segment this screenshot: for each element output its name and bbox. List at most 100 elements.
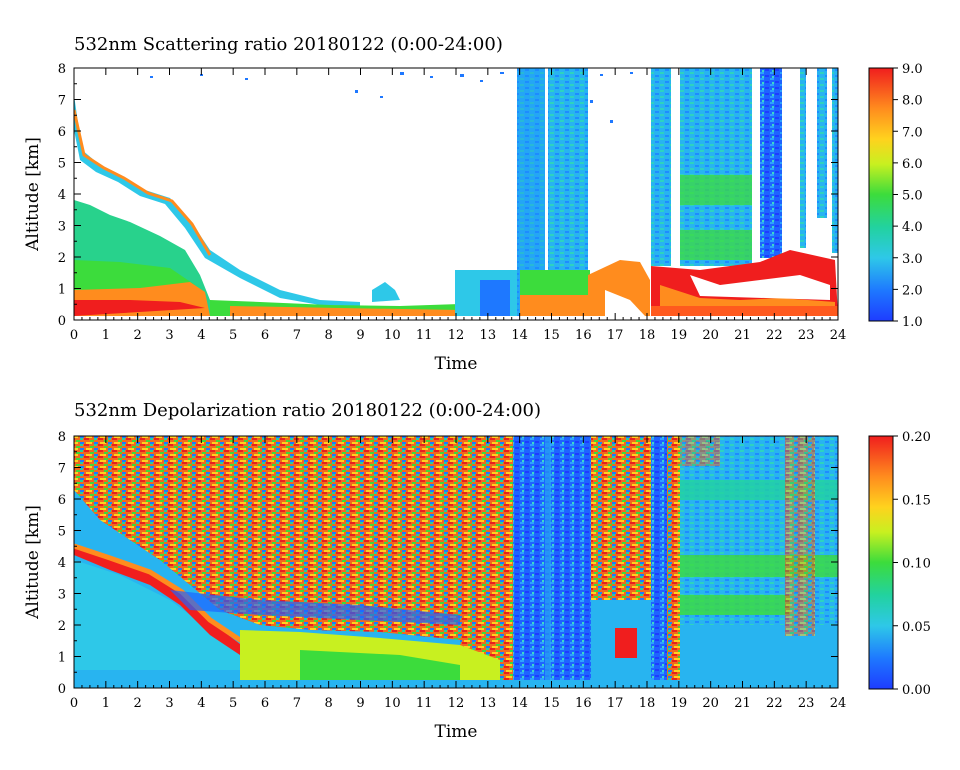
bottom-colorbar bbox=[868, 435, 894, 690]
bottom-x-tick-label: 22 bbox=[766, 696, 783, 711]
top-y-axis: 0 1 2 3 4 5 6 7 8 bbox=[58, 62, 838, 329]
top-x-tick-label: 22 bbox=[766, 328, 783, 343]
top-colorbar-tick-label: 8.0 bbox=[902, 94, 923, 109]
bottom-x-tick-label: 8 bbox=[325, 696, 333, 711]
top-y-tick-label: 1 bbox=[58, 283, 66, 298]
bottom-y-tick-label: 6 bbox=[58, 493, 66, 508]
top-colorbar-tick-label: 9.0 bbox=[902, 62, 923, 77]
top-x-tick-label: 4 bbox=[197, 328, 205, 343]
top-y-tick-label: 0 bbox=[58, 314, 66, 329]
bottom-x-tick-label: 0 bbox=[70, 696, 78, 711]
bottom-x-tick-label: 23 bbox=[798, 696, 815, 711]
bottom-x-tick-label: 3 bbox=[165, 696, 173, 711]
top-x-tick-label: 18 bbox=[639, 328, 656, 343]
bottom-y-tick-label: 0 bbox=[58, 682, 66, 697]
bottom-y-tick-label: 3 bbox=[58, 588, 66, 603]
bottom-y-tick-label: 7 bbox=[58, 462, 66, 477]
bottom-y-tick-label: 2 bbox=[58, 619, 66, 634]
top-x-tick-label: 7 bbox=[293, 328, 301, 343]
top-x-tick-label: 12 bbox=[448, 328, 465, 343]
bottom-x-tick-label: 7 bbox=[293, 696, 301, 711]
bottom-x-tick-label: 9 bbox=[356, 696, 364, 711]
bottom-y-tick-label: 1 bbox=[58, 651, 66, 666]
top-y-tick-label: 6 bbox=[58, 125, 66, 140]
bottom-colorbar-tick-label: 0.10 bbox=[902, 557, 931, 572]
top-y-tick-label: 7 bbox=[58, 94, 66, 109]
bottom-x-tick-label: 1 bbox=[102, 696, 110, 711]
top-y-tick-label: 3 bbox=[58, 220, 66, 235]
bottom-x-tick-label: 11 bbox=[416, 696, 433, 711]
top-colorbar-tick-label: 5.0 bbox=[902, 189, 923, 204]
top-y-tick-label: 8 bbox=[58, 62, 66, 77]
top-colorbar-tick-label: 7.0 bbox=[902, 125, 923, 140]
bottom-x-tick-label: 10 bbox=[384, 696, 401, 711]
top-y-tick-label: 5 bbox=[58, 157, 66, 172]
bottom-y-axis: 0 1 2 3 4 5 6 7 8 bbox=[58, 430, 838, 697]
bottom-y-tick-label: 5 bbox=[58, 525, 66, 540]
top-x-tick-label: 3 bbox=[165, 328, 173, 343]
top-x-tick-label: 11 bbox=[416, 328, 433, 343]
top-colorbar-tick-label: 4.0 bbox=[902, 220, 923, 235]
bottom-chart-title: 532nm Depolarization ratio 20180122 (0:0… bbox=[74, 400, 541, 421]
bottom-x-axis-label: Time bbox=[435, 722, 478, 742]
top-heatmap bbox=[74, 68, 838, 320]
depolarization-ratio-panel: 532nm Depolarization ratio 20180122 (0:0… bbox=[23, 400, 931, 742]
bottom-x-tick-label: 2 bbox=[134, 696, 142, 711]
top-x-tick-label: 13 bbox=[480, 328, 497, 343]
bottom-colorbar-tick-label: 0.20 bbox=[902, 430, 931, 445]
top-x-axis-label: Time bbox=[435, 354, 478, 374]
top-x-tick-label: 21 bbox=[734, 328, 751, 343]
bottom-x-tick-label: 13 bbox=[480, 696, 497, 711]
bottom-colorbar-tick-label: 0.05 bbox=[902, 620, 931, 635]
bottom-x-tick-label: 21 bbox=[734, 696, 751, 711]
top-x-tick-label: 20 bbox=[702, 328, 719, 343]
top-colorbar-ticks: 1.0 2.0 3.0 4.0 5.0 6.0 7.0 8.0 9.0 bbox=[893, 62, 923, 330]
top-y-tick-label: 4 bbox=[58, 188, 66, 203]
bottom-x-tick-label: 15 bbox=[543, 696, 560, 711]
bottom-colorbar-ticks: 0.00 0.05 0.10 0.15 0.20 bbox=[893, 430, 931, 698]
scattering-ratio-panel: 532nm Scattering ratio 20180122 (0:00-24… bbox=[23, 34, 923, 374]
bottom-x-tick-label: 20 bbox=[702, 696, 719, 711]
top-x-tick-label: 5 bbox=[229, 328, 237, 343]
top-x-tick-label: 10 bbox=[384, 328, 401, 343]
top-y-tick-label: 2 bbox=[58, 251, 66, 266]
top-x-tick-label: 2 bbox=[134, 328, 142, 343]
top-x-tick-label: 9 bbox=[356, 328, 364, 343]
bottom-x-tick-label: 5 bbox=[229, 696, 237, 711]
top-chart-title: 532nm Scattering ratio 20180122 (0:00-24… bbox=[74, 34, 503, 55]
bottom-heatmap bbox=[74, 436, 838, 688]
top-colorbar-tick-label: 2.0 bbox=[902, 283, 923, 298]
bottom-y-tick-label: 8 bbox=[58, 430, 66, 445]
bottom-x-tick-label: 16 bbox=[575, 696, 592, 711]
bottom-x-axis: 0 1 2 3 4 5 6 7 8 9 10 11 12 13 14 15 16 17 18 19 20 21 22 23 24 bbox=[70, 436, 846, 711]
top-x-tick-label: 0 bbox=[70, 328, 78, 343]
top-x-tick-label: 14 bbox=[511, 328, 528, 343]
bottom-x-tick-label: 18 bbox=[639, 696, 656, 711]
bottom-x-tick-label: 6 bbox=[261, 696, 269, 711]
bottom-x-tick-label: 17 bbox=[607, 696, 624, 711]
bottom-colorbar-tick-label: 0.00 bbox=[902, 683, 931, 698]
bottom-y-axis-label: Altitude [km] bbox=[23, 505, 43, 620]
bottom-y-tick-label: 4 bbox=[58, 556, 66, 571]
bottom-x-tick-label: 4 bbox=[197, 696, 205, 711]
top-x-tick-label: 15 bbox=[543, 328, 560, 343]
top-x-tick-label: 19 bbox=[671, 328, 688, 343]
bottom-x-tick-label: 12 bbox=[448, 696, 465, 711]
bottom-x-tick-label: 19 bbox=[671, 696, 688, 711]
top-colorbar bbox=[868, 67, 894, 322]
top-x-tick-label: 8 bbox=[325, 328, 333, 343]
bottom-x-tick-label: 24 bbox=[830, 696, 847, 711]
top-x-tick-label: 1 bbox=[102, 328, 110, 343]
bottom-x-tick-label: 14 bbox=[511, 696, 528, 711]
top-x-tick-label: 17 bbox=[607, 328, 624, 343]
top-colorbar-tick-label: 1.0 bbox=[902, 315, 923, 330]
top-x-tick-label: 23 bbox=[798, 328, 815, 343]
top-colorbar-tick-label: 6.0 bbox=[902, 157, 923, 172]
top-y-axis-label: Altitude [km] bbox=[23, 137, 43, 252]
top-x-tick-label: 6 bbox=[261, 328, 269, 343]
top-colorbar-tick-label: 3.0 bbox=[902, 252, 923, 267]
top-x-tick-label: 24 bbox=[830, 328, 847, 343]
top-x-axis: 0 1 2 3 4 5 6 7 8 9 10 11 12 13 14 15 16 17 18 19 20 21 22 23 24 bbox=[70, 68, 846, 343]
bottom-colorbar-tick-label: 0.15 bbox=[902, 493, 931, 508]
